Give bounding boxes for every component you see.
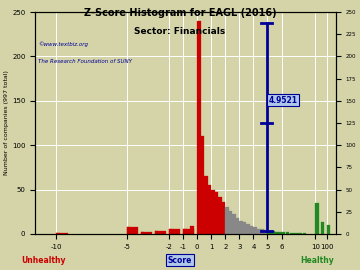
Bar <box>232 214 236 234</box>
Bar <box>236 218 239 234</box>
Bar <box>275 232 278 234</box>
Bar <box>264 230 267 234</box>
Bar <box>183 230 194 234</box>
Bar <box>303 233 306 234</box>
Bar <box>257 229 260 234</box>
Bar <box>239 221 243 234</box>
Text: Sector: Financials: Sector: Financials <box>134 27 226 36</box>
Bar <box>208 185 211 234</box>
Bar <box>183 230 186 234</box>
Text: Unhealthy: Unhealthy <box>21 256 66 265</box>
Text: 4.9521: 4.9521 <box>268 96 297 104</box>
Bar <box>127 227 138 234</box>
Y-axis label: Number of companies (997 total): Number of companies (997 total) <box>4 70 9 176</box>
Bar <box>260 230 264 234</box>
Bar <box>222 202 225 234</box>
Text: Score: Score <box>168 256 192 265</box>
Bar <box>197 21 201 234</box>
Bar <box>321 222 324 234</box>
Bar <box>218 197 222 234</box>
Text: ©www.textbiz.org: ©www.textbiz.org <box>38 41 88 46</box>
Bar <box>290 233 293 234</box>
Bar <box>190 226 194 234</box>
Bar <box>225 207 229 234</box>
Bar <box>56 233 68 234</box>
Bar <box>246 224 250 234</box>
Bar <box>286 232 289 234</box>
Bar <box>141 232 144 234</box>
Bar <box>243 222 246 234</box>
Bar <box>253 227 257 234</box>
Bar <box>141 232 152 234</box>
Bar <box>229 211 232 234</box>
Bar <box>155 231 166 234</box>
Text: The Research Foundation of SUNY: The Research Foundation of SUNY <box>38 59 132 64</box>
Bar <box>56 233 60 234</box>
Text: Z-Score Histogram for EAGL (2016): Z-Score Histogram for EAGL (2016) <box>84 8 276 18</box>
Bar <box>327 225 330 234</box>
Bar <box>315 203 319 234</box>
Bar <box>267 231 271 234</box>
Bar <box>278 232 282 234</box>
Bar <box>201 136 204 234</box>
Bar <box>169 230 172 234</box>
Text: Healthy: Healthy <box>300 256 334 265</box>
Bar <box>155 231 158 234</box>
Bar <box>204 176 208 234</box>
Bar <box>271 231 275 234</box>
Bar <box>282 232 285 234</box>
Bar <box>250 226 253 234</box>
Bar <box>127 227 130 234</box>
Bar <box>169 230 180 234</box>
Bar <box>215 192 218 234</box>
Bar <box>294 233 298 234</box>
Bar <box>298 233 302 234</box>
Bar <box>211 190 215 234</box>
